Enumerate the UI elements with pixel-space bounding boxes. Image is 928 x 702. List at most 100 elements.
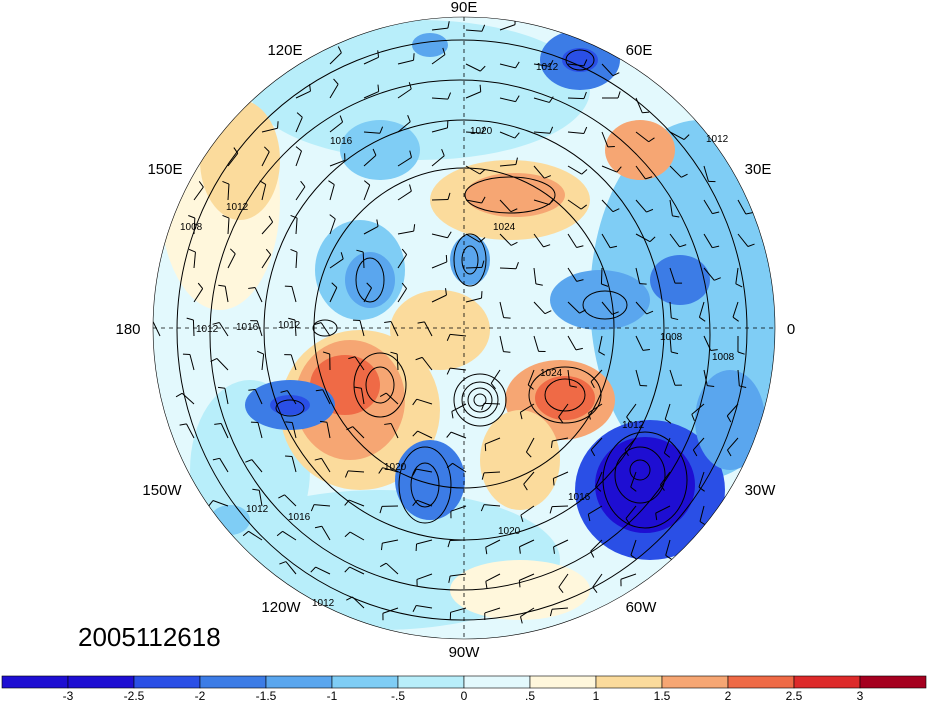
wind-barb-flag bbox=[384, 423, 392, 425]
wind-barb bbox=[499, 301, 505, 318]
wind-barb-flag bbox=[315, 389, 323, 392]
wind-barb-flag bbox=[259, 180, 266, 185]
wind-barb bbox=[431, 294, 447, 303]
wind-barb bbox=[329, 184, 335, 201]
contour-label: 1016 bbox=[568, 492, 591, 503]
wind-barb bbox=[703, 233, 713, 248]
wind-barb-flag bbox=[630, 554, 637, 560]
colorbar-swatch bbox=[859, 675, 927, 689]
wind-barb-flag bbox=[218, 284, 226, 287]
wind-barb bbox=[533, 63, 550, 67]
wind-barb bbox=[499, 24, 516, 31]
colorbar-swatch bbox=[331, 675, 399, 689]
longitude-label-30e: 30E bbox=[745, 161, 772, 178]
wind-barb bbox=[485, 573, 501, 582]
wind-barb-flag bbox=[379, 506, 383, 514]
wind-barb-flag bbox=[356, 249, 364, 253]
contour-label: 1020 bbox=[498, 526, 521, 537]
wind-barb-flag bbox=[417, 321, 425, 324]
colorbar-swatch bbox=[595, 675, 663, 689]
wind-barb-flag bbox=[484, 444, 487, 452]
wind-barb-flag bbox=[739, 385, 747, 389]
wind-barb-flag bbox=[328, 180, 335, 185]
wind-barb bbox=[431, 155, 445, 167]
wind-barb-flag bbox=[519, 412, 523, 420]
wind-barb bbox=[567, 63, 584, 67]
wind-barb bbox=[424, 321, 433, 337]
wind-barb bbox=[669, 335, 672, 352]
wind-barb bbox=[248, 530, 263, 541]
wind-barb-flag bbox=[376, 219, 379, 227]
wind-barb bbox=[216, 358, 229, 371]
wind-barb bbox=[465, 233, 481, 243]
wind-barb-flag bbox=[409, 184, 412, 192]
wind-barb-flag bbox=[300, 180, 306, 188]
wind-barb-flag bbox=[288, 317, 296, 321]
wind-barb bbox=[181, 392, 195, 405]
wind-barb bbox=[601, 301, 613, 315]
wind-barb bbox=[397, 156, 412, 167]
wind-barb-flag bbox=[344, 531, 351, 538]
wind-barb-flag bbox=[445, 288, 447, 296]
wind-barb bbox=[592, 573, 603, 588]
contour-label: 1020 bbox=[470, 126, 493, 137]
wind-barb bbox=[326, 422, 331, 439]
wind-barb bbox=[291, 456, 297, 473]
wind-barb bbox=[567, 199, 582, 210]
wind-barb-flag bbox=[208, 500, 214, 507]
wind-barb bbox=[450, 607, 467, 613]
wind-barb bbox=[698, 471, 705, 488]
colorbar-swatch bbox=[1, 675, 69, 689]
wind-barb bbox=[567, 369, 571, 386]
wind-barb bbox=[219, 458, 229, 473]
wind-barb bbox=[735, 267, 739, 284]
colorbar-tick-label: 1 bbox=[593, 689, 600, 702]
wind-barb-flag bbox=[363, 180, 371, 186]
wind-barb-flag bbox=[576, 245, 584, 248]
wind-barb-flag bbox=[503, 351, 511, 353]
wind-barb bbox=[153, 321, 161, 337]
wind-barb bbox=[382, 607, 399, 614]
contour-label: 1012 bbox=[226, 202, 249, 213]
wind-barb-flag bbox=[319, 420, 328, 423]
wind-barb bbox=[186, 423, 195, 439]
wind-barb bbox=[227, 153, 239, 167]
wind-barb-flag bbox=[583, 91, 587, 99]
wind-barb bbox=[321, 458, 331, 473]
wind-barb-flag bbox=[552, 478, 555, 486]
wind-barb bbox=[397, 230, 414, 235]
contour-label: 1024 bbox=[540, 368, 563, 379]
wind-barb-flag bbox=[377, 84, 380, 92]
colorbar: -3 -2.5 -2 -1.5 -1 -.5 0 .5 1 1.5 2 2.5 3 bbox=[1, 675, 927, 702]
wind-barb-flag bbox=[587, 514, 591, 522]
wind-barb bbox=[363, 154, 377, 167]
wind-barb-flag bbox=[588, 412, 591, 420]
wind-barb bbox=[726, 403, 739, 417]
wind-barb bbox=[349, 531, 365, 541]
colorbar-tick-label: -1.5 bbox=[256, 689, 277, 702]
contour-label: 1008 bbox=[180, 222, 203, 233]
wind-barb bbox=[499, 163, 516, 167]
wind-barb bbox=[703, 335, 712, 351]
wind-barb bbox=[397, 121, 411, 133]
contour-label: 1024 bbox=[493, 222, 516, 233]
wind-barb bbox=[450, 431, 467, 439]
wind-barb-flag bbox=[590, 551, 595, 558]
wind-barbs bbox=[153, 17, 755, 624]
wind-barb bbox=[352, 426, 365, 439]
wind-barb bbox=[601, 199, 614, 213]
wind-barb bbox=[732, 301, 739, 318]
wind-barb-flag bbox=[481, 260, 485, 268]
wind-barb-flag bbox=[285, 421, 293, 423]
wind-barb-flag bbox=[415, 356, 423, 361]
wind-barb bbox=[329, 258, 344, 269]
wind-barb bbox=[703, 267, 715, 281]
wind-barb bbox=[520, 505, 535, 516]
wind-barb bbox=[385, 562, 399, 575]
wind-barb bbox=[360, 388, 365, 405]
wind-barb-flag bbox=[575, 347, 583, 351]
wind-barb bbox=[553, 471, 569, 479]
map-border bbox=[152, 16, 776, 640]
wind-barb bbox=[382, 467, 399, 473]
longitude-label-60e: 60E bbox=[626, 42, 653, 59]
